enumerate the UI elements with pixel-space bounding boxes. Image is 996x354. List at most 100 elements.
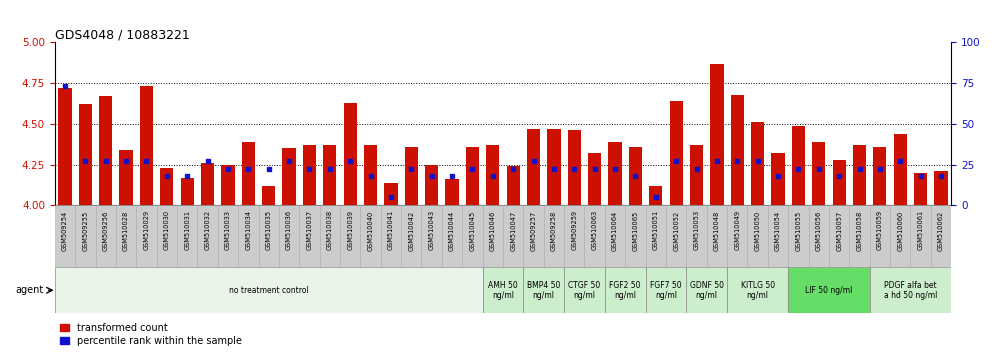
Text: GSM510032: GSM510032 [204,210,210,250]
Text: PDGF alfa bet
a hd 50 ng/ml: PDGF alfa bet a hd 50 ng/ml [883,281,937,300]
Text: GSM510029: GSM510029 [143,210,149,250]
Bar [686,205,707,267]
Text: GSM510050: GSM510050 [755,210,761,251]
Text: BMP4 50
ng/ml: BMP4 50 ng/ml [527,281,561,300]
Bar [197,205,218,267]
Bar [870,205,890,267]
Text: GSM510048: GSM510048 [714,210,720,251]
Bar [320,205,340,267]
Bar [605,205,625,267]
Text: GSM510056: GSM510056 [816,210,822,251]
Text: GSM510039: GSM510039 [348,210,354,250]
Bar [361,205,380,267]
Bar [731,95,744,205]
Bar [893,134,907,205]
Text: GSM509256: GSM509256 [103,210,109,251]
Bar [116,205,136,267]
Bar [585,205,605,267]
Bar [262,186,275,205]
Text: GSM510063: GSM510063 [592,210,598,250]
Bar [544,205,564,267]
Text: GSM509258: GSM509258 [551,210,557,251]
Text: GSM510058: GSM510058 [857,210,863,251]
Text: GSM509255: GSM509255 [83,210,89,251]
Bar [180,178,194,205]
Text: GSM510037: GSM510037 [307,210,313,250]
Text: GSM509254: GSM509254 [62,210,68,251]
Bar [96,205,116,267]
Text: FGF7 50
ng/ml: FGF7 50 ng/ml [650,281,682,300]
Bar [503,205,523,267]
Bar [201,163,214,205]
Bar [344,103,357,205]
Text: GSM510057: GSM510057 [836,210,843,251]
Bar [299,205,320,267]
Text: GSM510052: GSM510052 [673,210,679,251]
Bar [55,267,483,313]
Bar [59,88,72,205]
Bar [136,205,156,267]
Bar [527,129,540,205]
Bar [340,205,361,267]
Text: GSM510045: GSM510045 [469,210,475,251]
Text: GSM510060: GSM510060 [897,210,903,251]
Bar [442,205,462,267]
Text: LIF 50 ng/ml: LIF 50 ng/ml [805,286,853,295]
Text: GSM510033: GSM510033 [225,210,231,250]
Text: GSM510028: GSM510028 [124,210,129,251]
Text: GSM510046: GSM510046 [490,210,496,251]
Bar [873,147,886,205]
Bar [914,173,927,205]
Bar [445,179,459,205]
Bar [609,142,622,205]
Bar [279,205,299,267]
Bar [160,168,173,205]
Text: FGF2 50
ng/ml: FGF2 50 ng/ml [610,281,641,300]
Bar [384,183,397,205]
Bar [568,130,581,205]
Bar [421,205,442,267]
Bar [853,145,867,205]
Bar [156,205,177,267]
Text: GSM510044: GSM510044 [449,210,455,251]
Bar [829,205,850,267]
Text: GSM510036: GSM510036 [286,210,292,250]
Text: KITLG 50
ng/ml: KITLG 50 ng/ml [741,281,775,300]
Bar [242,142,255,205]
Bar [547,129,561,205]
Bar [686,267,727,313]
Bar [788,267,870,313]
Text: GSM510053: GSM510053 [693,210,699,250]
Bar [645,267,686,313]
Bar [523,267,564,313]
Bar [850,205,870,267]
Bar [483,205,503,267]
Bar [364,145,377,205]
Bar [809,205,829,267]
Bar [79,104,92,205]
Bar [727,267,788,313]
Bar [649,186,662,205]
Text: GSM510047: GSM510047 [510,210,516,251]
Bar [259,205,279,267]
Bar [75,205,96,267]
Text: no treatment control: no treatment control [229,286,309,295]
Text: GSM510043: GSM510043 [428,210,434,250]
Bar [666,205,686,267]
Text: GSM510061: GSM510061 [917,210,923,250]
Bar [139,86,153,205]
Bar [323,145,337,205]
Bar [788,205,809,267]
Bar [425,165,438,205]
Text: GSM510035: GSM510035 [266,210,272,250]
Text: GSM510065: GSM510065 [632,210,638,251]
Bar [404,147,418,205]
Bar [669,101,683,205]
Legend: transformed count, percentile rank within the sample: transformed count, percentile rank withi… [60,323,242,346]
Bar [303,145,316,205]
Bar [605,267,645,313]
Bar [523,205,544,267]
Text: GSM510059: GSM510059 [876,210,882,250]
Bar [727,205,747,267]
Bar [177,205,197,267]
